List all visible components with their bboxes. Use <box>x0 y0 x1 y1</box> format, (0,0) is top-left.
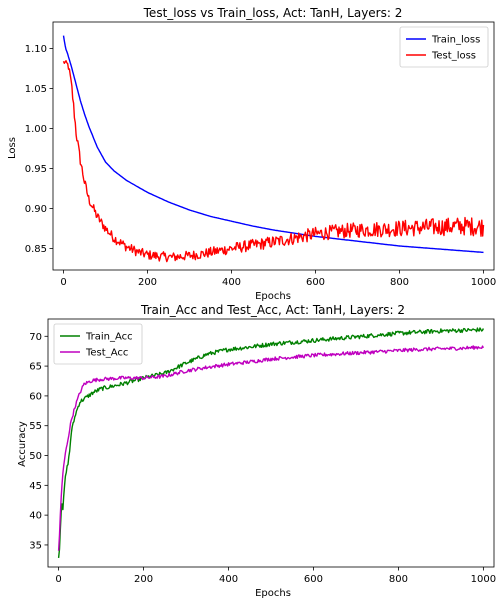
accuracy-ytick-label: 65 <box>29 362 42 373</box>
accuracy-xtick-label: 800 <box>389 574 408 585</box>
accuracy-ytick-label: 50 <box>29 451 42 462</box>
loss-chart-xlabel: Epochs <box>255 291 291 302</box>
accuracy-legend-label: Train_Acc <box>85 332 133 343</box>
accuracy-legend <box>53 323 143 365</box>
loss-ytick-label: 0.90 <box>25 204 47 215</box>
accuracy-ytick-label: 35 <box>29 540 42 551</box>
accuracy-axes-frame <box>47 318 495 568</box>
loss-xtick-label: 600 <box>306 277 325 288</box>
accuracy-series-train-acc <box>57 327 485 558</box>
accuracy-legend-label: Test_Acc <box>85 348 128 359</box>
loss-series-test-loss <box>62 60 485 263</box>
accuracy-ytick-label: 40 <box>29 511 42 522</box>
accuracy-series-test-acc <box>57 345 485 551</box>
loss-xtick-label: 1000 <box>471 277 496 288</box>
accuracy-ytick-label: 45 <box>29 481 42 492</box>
loss-ytick-label: 1.00 <box>25 124 47 135</box>
accuracy-ytick-label: 55 <box>29 421 42 432</box>
accuracy-chart-ylabel: Accuracy <box>17 421 28 467</box>
loss-ytick-label: 1.05 <box>25 84 47 95</box>
loss-xtick-label: 0 <box>60 277 66 288</box>
accuracy-chart-xlabel: Epochs <box>255 588 291 599</box>
accuracy-xtick-label: 600 <box>304 574 323 585</box>
loss-legend-label: Test_loss <box>431 51 476 62</box>
accuracy-ytick-label: 70 <box>29 332 42 343</box>
loss-series-train-loss <box>62 35 484 254</box>
loss-xtick-label: 200 <box>138 277 157 288</box>
loss-xtick-label: 400 <box>222 277 241 288</box>
loss-ytick-label: 0.95 <box>25 164 47 175</box>
loss-chart-title: Test_loss vs Train_loss, Act: TanH, Laye… <box>143 6 403 20</box>
accuracy-xtick-label: 1000 <box>471 574 496 585</box>
accuracy-xtick-label: 200 <box>134 574 153 585</box>
loss-ytick-label: 1.10 <box>25 44 47 55</box>
loss-chart-ylabel: Loss <box>7 137 18 159</box>
accuracy-chart-title: Train_Acc and Test_Acc, Act: TanH, Layer… <box>140 303 405 317</box>
accuracy-chart: Train_Acc and Test_Acc, Act: TanH, Layer… <box>17 303 496 599</box>
accuracy-xtick-label: 0 <box>55 574 61 585</box>
loss-xtick-label: 800 <box>390 277 409 288</box>
loss-chart: Test_loss vs Train_loss, Act: TanH, Laye… <box>7 6 496 302</box>
loss-axes-frame <box>52 21 495 271</box>
loss-legend-label: Train_loss <box>431 35 480 46</box>
accuracy-xtick-label: 400 <box>219 574 238 585</box>
accuracy-ytick-label: 60 <box>29 391 42 402</box>
loss-legend <box>399 26 489 68</box>
loss-ytick-label: 0.85 <box>25 244 47 255</box>
